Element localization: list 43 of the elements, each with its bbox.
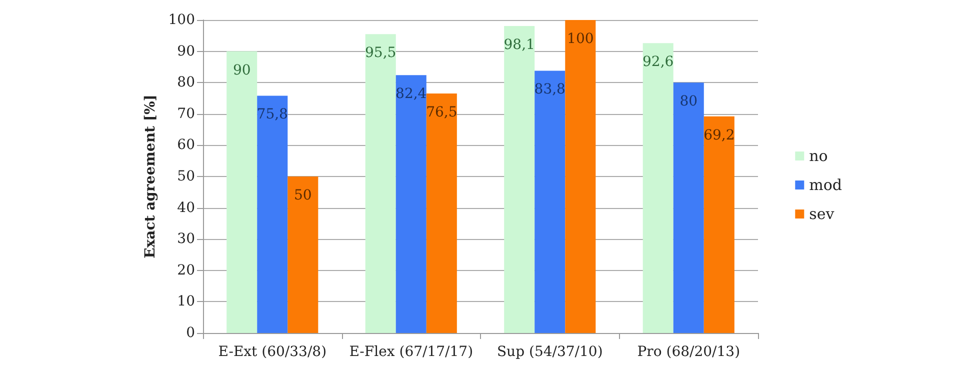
x-tick-label: Pro (68/20/13): [637, 344, 740, 360]
data-label: 100: [567, 31, 594, 47]
data-label: 80: [680, 94, 698, 110]
x-tick-label: E-Ext (60/33/8): [218, 344, 327, 360]
bar: [565, 20, 596, 333]
y-tick-label: 10: [177, 294, 195, 310]
data-label: 83,8: [534, 82, 566, 98]
data-label: 98,1: [504, 36, 535, 53]
bar: [288, 176, 318, 333]
x-tick-label: E-Flex (67/17/17): [349, 344, 474, 360]
y-tick-label: 30: [177, 231, 195, 248]
bar: [396, 75, 426, 333]
data-label: 90: [232, 62, 251, 78]
y-tick-label: 100: [168, 12, 195, 28]
y-axis-title: Exact agreement [%]: [142, 94, 158, 258]
bar: [534, 70, 566, 333]
y-tick-label: 70: [177, 106, 195, 122]
y-tick-label: 20: [177, 262, 195, 278]
bar: [673, 82, 704, 333]
bar: [504, 26, 535, 333]
bar: [365, 34, 396, 333]
bar: [426, 94, 457, 333]
y-tick-label: 40: [177, 200, 195, 216]
y-tick-label: 50: [177, 168, 195, 184]
bar: [257, 96, 288, 333]
data-label: 92,6: [642, 54, 674, 70]
bar: [704, 116, 734, 333]
y-tick-label: 60: [177, 137, 195, 154]
y-tick-label: 90: [177, 43, 195, 60]
data-label: 95,5: [365, 45, 396, 62]
legend-label: mod: [809, 176, 842, 194]
y-tick-label: 0: [186, 325, 195, 341]
data-label: 75,8: [256, 106, 288, 123]
bar: [642, 43, 674, 333]
legend-label: no: [809, 147, 828, 165]
bar: [226, 51, 258, 333]
y-tick-label: 80: [177, 74, 195, 91]
x-tick-label: Sup (54/37/10): [496, 344, 603, 360]
data-label: 69,2: [704, 127, 735, 144]
data-label: 76,5: [426, 104, 458, 121]
data-label: 50: [294, 188, 312, 204]
data-label: 82,4: [396, 86, 427, 102]
legend-label: sev: [809, 205, 835, 223]
